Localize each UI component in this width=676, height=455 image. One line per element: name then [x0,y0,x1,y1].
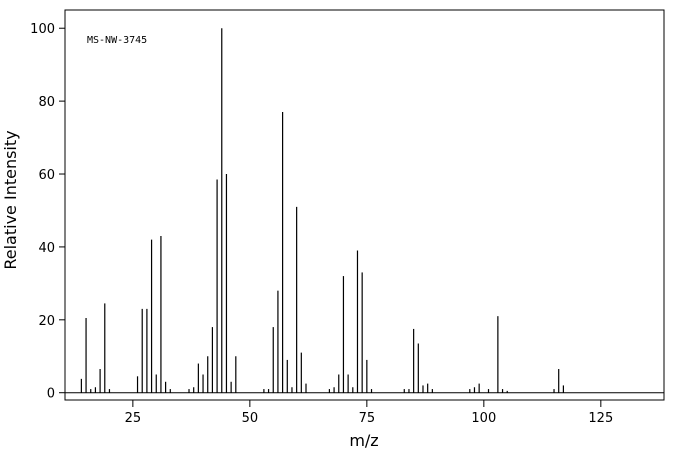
annotation: MS-NW-3745 [87,35,147,46]
y-tick-label: 80 [38,95,55,110]
y-axis-label: Relative Intensity [1,130,20,269]
x-axis-label: m/z [349,431,378,450]
plot-frame [64,9,665,401]
y-tick-label: 40 [38,241,55,256]
x-tick-label: 25 [125,411,142,426]
y-tick-label: 20 [38,314,55,329]
x-tick-label: 125 [588,411,613,426]
y-tick-label: 0 [47,387,55,402]
x-tick-label: 75 [359,411,376,426]
y-tick-label: 60 [38,168,55,183]
y-tick-label: 100 [30,22,55,37]
x-tick-label: 100 [471,411,496,426]
x-tick-label: 50 [242,411,259,426]
